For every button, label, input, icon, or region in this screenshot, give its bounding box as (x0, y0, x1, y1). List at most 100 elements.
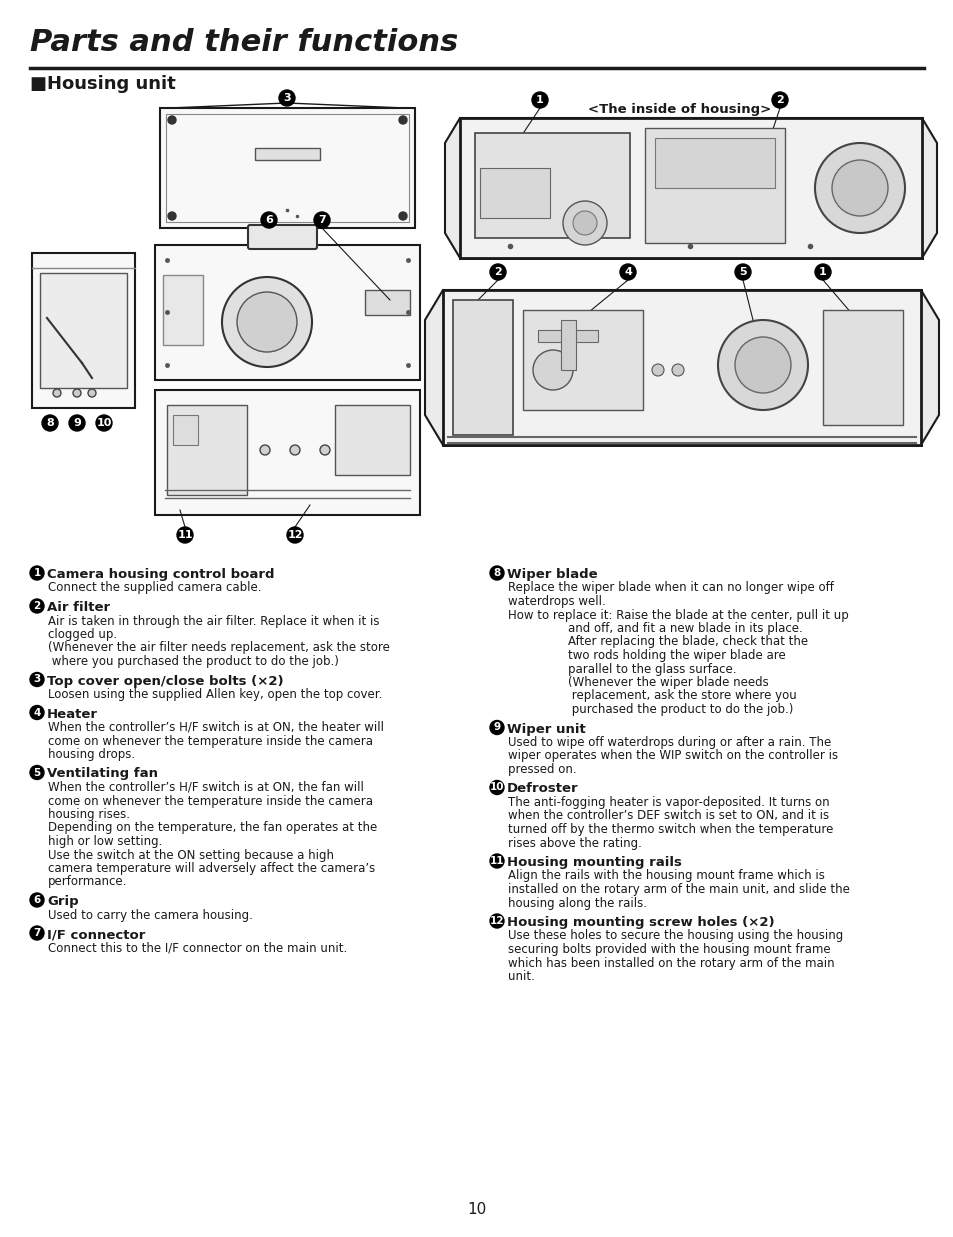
Bar (172, 414, 198, 445)
Text: 1: 1 (33, 568, 41, 578)
Bar (475, 134, 629, 238)
Circle shape (398, 212, 407, 220)
Circle shape (734, 263, 750, 280)
Bar (154, 390, 419, 515)
Polygon shape (424, 289, 938, 445)
Text: Connect the supplied camera cable.: Connect the supplied camera cable. (48, 581, 261, 595)
Text: 8: 8 (493, 568, 500, 578)
Text: (Whenever the wiper blade needs: (Whenever the wiper blade needs (507, 675, 768, 689)
Circle shape (734, 336, 790, 393)
Circle shape (236, 292, 296, 353)
Text: 12: 12 (489, 917, 504, 927)
Text: Camera housing control board: Camera housing control board (47, 568, 274, 581)
Circle shape (490, 914, 503, 928)
Text: 5: 5 (739, 267, 746, 277)
Circle shape (53, 388, 61, 397)
Circle shape (168, 116, 175, 124)
Bar (822, 310, 902, 426)
Circle shape (490, 781, 503, 794)
Text: 11: 11 (177, 529, 193, 541)
Text: Loosen using the supplied Allen key, open the top cover.: Loosen using the supplied Allen key, ope… (48, 688, 382, 701)
Text: Used to carry the camera housing.: Used to carry the camera housing. (48, 908, 253, 922)
Bar (442, 289, 920, 445)
Text: Air filter: Air filter (47, 601, 110, 614)
Text: pressed on.: pressed on. (507, 763, 576, 776)
Text: Use these holes to secure the housing using the housing: Use these holes to secure the housing us… (507, 929, 842, 943)
Text: 6: 6 (265, 215, 273, 225)
Bar (644, 127, 784, 242)
Text: when the controller’s DEF switch is set to ON, and it is: when the controller’s DEF switch is set … (507, 809, 828, 823)
Circle shape (814, 263, 830, 280)
Text: 10: 10 (489, 783, 504, 793)
Text: 3: 3 (33, 674, 41, 684)
Text: performance.: performance. (48, 876, 128, 888)
Text: 7: 7 (317, 215, 326, 225)
Text: 2: 2 (33, 601, 41, 611)
Circle shape (490, 720, 503, 735)
Text: high or low setting.: high or low setting. (48, 835, 162, 849)
Text: Defroster: Defroster (506, 783, 578, 795)
Text: where you purchased the product to do the job.): where you purchased the product to do th… (48, 656, 338, 668)
Circle shape (651, 364, 663, 376)
Text: 9: 9 (73, 418, 81, 428)
Text: 8: 8 (46, 418, 53, 428)
Bar (40, 273, 127, 388)
Circle shape (30, 705, 44, 720)
Text: Replace the wiper blade when it can no longer wipe off: Replace the wiper blade when it can no l… (507, 581, 833, 595)
Bar (32, 254, 135, 408)
Text: Align the rails with the housing mount frame which is: Align the rails with the housing mount f… (507, 870, 824, 882)
Circle shape (73, 388, 81, 397)
Text: When the controller’s H/F switch is at ON, the fan will: When the controller’s H/F switch is at O… (48, 781, 363, 794)
Text: <The inside of housing>: <The inside of housing> (588, 103, 771, 116)
Circle shape (278, 90, 294, 106)
Text: come on whenever the temperature inside the camera: come on whenever the temperature inside … (48, 735, 373, 747)
Polygon shape (444, 118, 936, 259)
Circle shape (533, 350, 573, 390)
Bar (160, 108, 415, 228)
Text: 1: 1 (819, 267, 826, 277)
Text: After replacing the blade, check that the: After replacing the blade, check that th… (507, 636, 807, 648)
Text: installed on the rotary arm of the main unit, and slide the: installed on the rotary arm of the main … (507, 883, 849, 896)
Bar (537, 330, 598, 341)
Text: Housing mounting rails: Housing mounting rails (506, 856, 681, 870)
Bar (459, 118, 921, 259)
Text: Used to wipe off waterdrops during or after a rain. The: Used to wipe off waterdrops during or af… (507, 736, 830, 748)
Circle shape (573, 212, 597, 235)
Text: 5: 5 (33, 767, 41, 778)
Text: 10: 10 (467, 1202, 486, 1217)
Text: housing rises.: housing rises. (48, 808, 130, 821)
Text: When the controller’s H/F switch is at ON, the heater will: When the controller’s H/F switch is at O… (48, 721, 384, 734)
Text: I/F connector: I/F connector (47, 928, 145, 941)
Bar (166, 114, 409, 221)
Bar (442, 289, 920, 445)
Text: purchased the product to do the job.): purchased the product to do the job.) (507, 703, 793, 716)
Bar (453, 301, 513, 435)
Text: Air is taken in through the air filter. Replace it when it is: Air is taken in through the air filter. … (48, 615, 379, 627)
Circle shape (319, 445, 330, 455)
Text: How to replace it: Raise the blade at the center, pull it up: How to replace it: Raise the blade at th… (507, 609, 848, 621)
Circle shape (490, 567, 503, 580)
Text: Top cover open/close bolts (×2): Top cover open/close bolts (×2) (47, 674, 283, 688)
Text: and off, and fit a new blade in its place.: and off, and fit a new blade in its plac… (507, 622, 801, 635)
Text: 12: 12 (287, 529, 302, 541)
Circle shape (30, 927, 44, 940)
Circle shape (562, 200, 606, 245)
Text: 2: 2 (494, 267, 501, 277)
Text: rises above the rating.: rises above the rating. (507, 836, 641, 850)
Text: 11: 11 (489, 856, 504, 866)
Circle shape (260, 445, 270, 455)
Circle shape (619, 263, 636, 280)
Circle shape (831, 160, 887, 216)
Circle shape (398, 116, 407, 124)
Circle shape (30, 893, 44, 907)
Bar (163, 275, 203, 345)
Bar (254, 148, 319, 160)
Text: The anti-fogging heater is vapor-deposited. It turns on: The anti-fogging heater is vapor-deposit… (507, 795, 829, 809)
Text: replacement, ask the store where you: replacement, ask the store where you (507, 689, 796, 703)
Text: Grip: Grip (47, 896, 78, 908)
Text: Housing mounting screw holes (×2): Housing mounting screw holes (×2) (506, 917, 774, 929)
Text: clogged up.: clogged up. (48, 628, 117, 641)
Text: unit.: unit. (507, 970, 535, 983)
Text: camera temperature will adversely affect the camera’s: camera temperature will adversely affect… (48, 862, 375, 875)
Circle shape (30, 567, 44, 580)
